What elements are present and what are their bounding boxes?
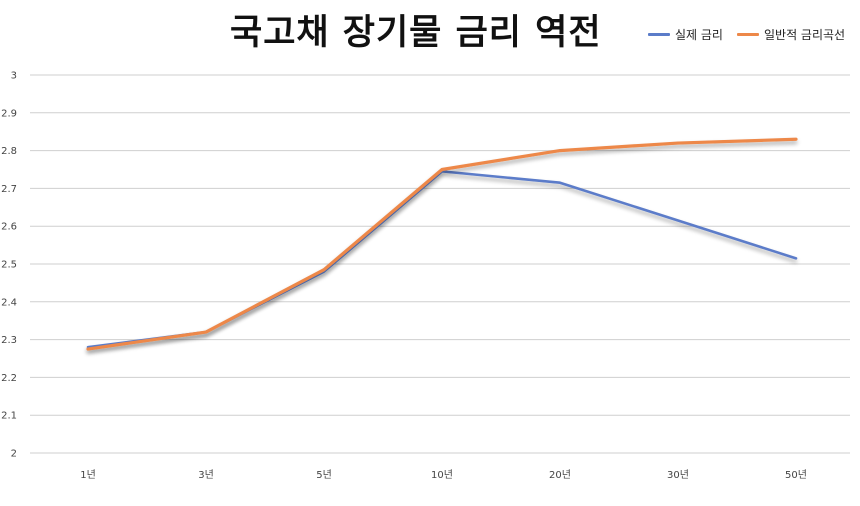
y-tick-label: 2 — [11, 449, 17, 460]
chart-title: 국고채 장기물 금리 역전 — [230, 13, 602, 53]
y-tick-label: 2.3 — [1, 335, 17, 346]
x-tick-label: 10년 — [431, 469, 453, 481]
legend-item-actual: 실제 금리 — [648, 26, 723, 43]
series-line-normal — [86, 137, 798, 351]
grid-layer — [30, 74, 850, 454]
x-tick-label: 3년 — [198, 469, 214, 481]
x-tick-label: 5년 — [316, 469, 332, 481]
x-tick-label: 1년 — [80, 469, 96, 481]
y-tick-label: 2.8 — [1, 146, 17, 157]
x-tick-label: 50년 — [785, 469, 807, 481]
legend-item-normal: 일반적 금리곡선 — [736, 26, 846, 43]
x-tick-label: 30년 — [667, 469, 689, 481]
y-tick-label: 2.4 — [1, 297, 17, 308]
series-line-actual — [86, 170, 798, 349]
y-tick-label: 2.5 — [1, 260, 17, 271]
y-tick-label: 2.2 — [1, 373, 17, 384]
y-tick-label: 2.1 — [1, 411, 17, 422]
y-tick-label: 2.6 — [1, 222, 17, 233]
series-layer — [86, 137, 798, 351]
y-axis: 2 2.1 2.2 2.3 2.4 2.5 2.6 2.7 2.8 2.9 3 — [1, 71, 17, 460]
legend-label-actual: 실제 금리 — [675, 28, 723, 42]
x-tick-label: 20년 — [549, 469, 571, 481]
legend-swatch-actual — [648, 33, 670, 36]
y-tick-label: 2.7 — [1, 184, 17, 195]
legend-swatch-normal — [736, 33, 759, 36]
x-axis: 1년 3년 5년 10년 20년 30년 50년 — [80, 469, 807, 481]
y-tick-label: 3 — [11, 71, 17, 82]
chart-legend: 실제 금리 일반적 금리곡선 — [648, 26, 845, 43]
y-tick-label: 2.9 — [1, 108, 17, 119]
legend-label-normal: 일반적 금리곡선 — [763, 28, 846, 42]
